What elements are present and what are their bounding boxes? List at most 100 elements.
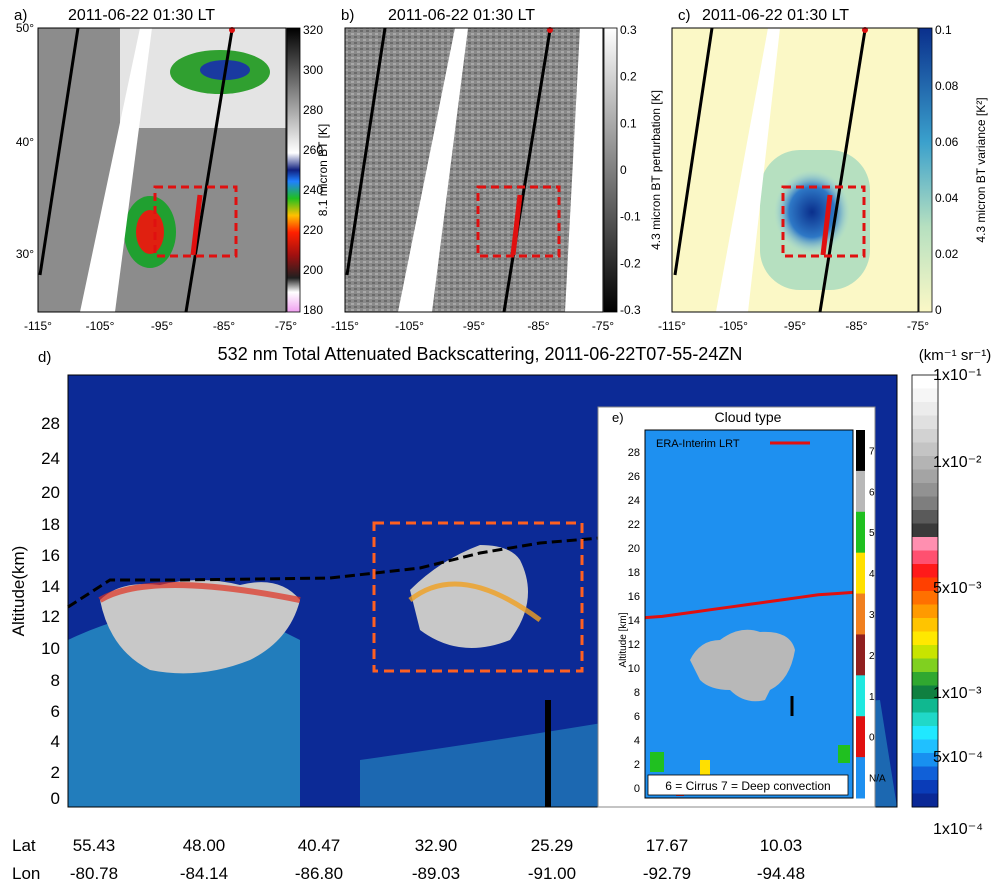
panel-e: e) Cloud type ERA-Interim LRT 6 = Cirrus…: [597, 406, 886, 808]
panel-d-x-tick: -94.48: [757, 864, 805, 883]
panel-e-note: 6 = Cirrus 7 = Deep convection: [665, 779, 830, 793]
panel-e-low-cloud-1: [650, 752, 664, 772]
panel-d-y-tick: 2: [51, 763, 60, 782]
panel-a-colorbar-tick: 320: [303, 23, 323, 37]
panel-e-colorbar-swatch: [856, 675, 865, 717]
panel-e-colorbar-swatch: [856, 634, 865, 676]
panel-d-cirrus-band-edge: [98, 582, 301, 603]
panel-c-colorbar-tick: 0: [935, 303, 942, 317]
panel-d-colorbar-swatch: [912, 604, 938, 619]
panel-c-colorbar-tick: 0.02: [935, 247, 959, 261]
panel-d-colorbar-swatch: [912, 618, 938, 632]
panel-b-colorbar: [603, 27, 618, 313]
panel-b-colorbar-tick: 0: [620, 163, 627, 177]
panel-e-legend-label: ERA-Interim LRT: [656, 438, 740, 450]
panel-d-colorbar-tick: 5x10⁻³: [933, 580, 982, 597]
panel-b-colorbar-tick: 0.3: [620, 23, 637, 37]
panel-e-y-tick: 22: [628, 519, 640, 531]
panel-c-variance-hotspot: [774, 170, 850, 254]
panel-c-lon-tick: -75°: [907, 319, 929, 333]
panel-d-colorbar-swatch: [912, 591, 938, 605]
panel-d-y-tick: 4: [51, 732, 60, 751]
panel-d-colorbar-swatch: [912, 415, 938, 430]
panel-e-cirrus-cloud: [690, 629, 795, 702]
panel-c-lon-tick: -85°: [845, 319, 867, 333]
panel-e-colorbar-tick: 2: [869, 651, 875, 662]
panel-d-x-tick: -92.79: [643, 864, 691, 883]
panel-c-colorbar-tick: 0.06: [935, 135, 959, 149]
panel-e-colorbar-swatch: [856, 757, 865, 799]
panel-c-lon-tick: -115°: [658, 319, 686, 333]
panel-d-colorbar-swatch: [912, 510, 938, 524]
panel-b: b) 2011-06-22 01:30 LT -115° -105° -95° -85…: [331, 7, 663, 333]
panel-a-highlight-box: [153, 185, 238, 258]
panel-d-x-tick: -84.14: [180, 864, 228, 883]
panel-c-colorbar-label: 4.3 micron BT variance [K²]: [974, 97, 988, 242]
panel-e-colorbar-swatch: [856, 470, 865, 513]
panel-d-y-tick: 28: [41, 414, 60, 433]
panel-d-colorbar: 1x10⁻¹ 1x10⁻² 5x10⁻³ 1x10⁻³ 5x10⁻⁴ 1x10⁻⁴: [911, 367, 983, 838]
panel-b-swath-edge: [565, 28, 603, 312]
panel-d-frame: [67, 374, 898, 808]
panel-d-y-tick: 8: [51, 671, 60, 690]
panel-b-colorbar-tick: 0.2: [620, 70, 637, 84]
panel-c-lon-tick: -105°: [719, 319, 748, 333]
panel-e-colorbar-tick: 3: [869, 610, 875, 621]
panel-d-y-tick: 16: [41, 546, 60, 565]
panel-a-colorbar-tick: 220: [303, 223, 323, 237]
panel-b-colorbar-label: 4.3 micron BT perturbation [K]: [649, 90, 663, 250]
panel-d-colorbar-swatch: [912, 564, 938, 578]
panel-e-colorbar-swatch: [856, 430, 865, 472]
panel-d-colorbar-swatch: [912, 712, 938, 727]
panel-a-lat-ticks: 50° 40° 30°: [16, 21, 34, 261]
panel-c-colorbar-ticks: 0.1 0.08 0.06 0.04 0.02 0: [935, 23, 959, 317]
panel-c-colorbar: [918, 27, 933, 313]
panel-e-colorbar-tick: 1: [869, 692, 875, 703]
panel-e-y-tick: 28: [628, 447, 640, 459]
panel-d-colorbar-swatch: [912, 469, 938, 484]
panel-d-x-tick: -91.00: [528, 864, 576, 883]
panel-e-y-tick: 0: [634, 783, 640, 795]
panel-d-x-tick: 55.43: [73, 836, 116, 855]
panel-d-x-tick: 17.67: [646, 836, 689, 855]
panel-d-colorbar-swatch: [912, 483, 938, 497]
panel-a-convection-south-core: [136, 210, 164, 254]
panel-e-ylabel: Altitude [km]: [618, 612, 629, 667]
panel-d-colorbar-swatch: [912, 658, 938, 673]
panel-e-lrt-line: [644, 590, 854, 620]
panel-e-low-cloud-2: [700, 760, 710, 782]
panel-d-colorbar-tick: 1x10⁻¹: [933, 367, 981, 384]
panel-a-colorbar-tick: 200: [303, 263, 323, 277]
panel-b-highlight-box: [476, 185, 561, 258]
panel-a-lon-ticks: -115° -105° -95° -85° -75°: [24, 319, 297, 333]
panel-d-colorbar-unit: (km⁻¹ sr⁻¹): [919, 347, 991, 364]
panel-d-x-tick: 25.29: [531, 836, 574, 855]
panel-b-orbit-2: [502, 29, 552, 313]
panel-e-frame: [644, 429, 854, 799]
panel-b-plot: [345, 28, 603, 312]
panel-e-colorbar-tick: 6: [869, 487, 875, 498]
panel-d-colorbar-swatch: [912, 739, 938, 754]
panel-a-lat-tick: 40°: [16, 135, 34, 149]
panel-d-colorbar-frame: [911, 374, 939, 808]
panel-d-colorbar-swatch: [912, 685, 938, 700]
panel-d-label: d): [38, 349, 51, 366]
panel-e-colorbar-swatch: [856, 716, 865, 758]
panel-c-colorbar-tick: 0.04: [935, 191, 959, 205]
panel-b-frame: [344, 27, 604, 313]
panel-c-frame: [671, 27, 919, 313]
panel-c-swath-gap: [716, 28, 780, 312]
panel-d-x-tick: 32.90: [415, 836, 458, 855]
panel-d-colorbar-swatch: [912, 577, 938, 592]
panel-d-colorbar-swatch: [912, 523, 938, 538]
panel-c: c) 2011-06-22 01:30 LT -115° -105° -95° -85…: [658, 7, 988, 333]
panel-d-colorbar-swatch: [912, 645, 938, 659]
panel-a-orbit-1: [38, 27, 80, 276]
panel-d-colorbar-swatch: [912, 456, 938, 470]
panel-a: a) 2011-06-22 01:30 LT 50°40°30° -115° -1…: [14, 7, 330, 333]
panel-d-colorbar-tick: 1x10⁻⁴: [933, 821, 983, 838]
panel-c-highlight-box: [781, 185, 866, 258]
panel-b-colorbar-tick: -0.3: [620, 303, 641, 317]
panel-a-colorbar-tick: 260: [303, 143, 323, 157]
panel-d-x-tick: -80.78: [70, 864, 118, 883]
